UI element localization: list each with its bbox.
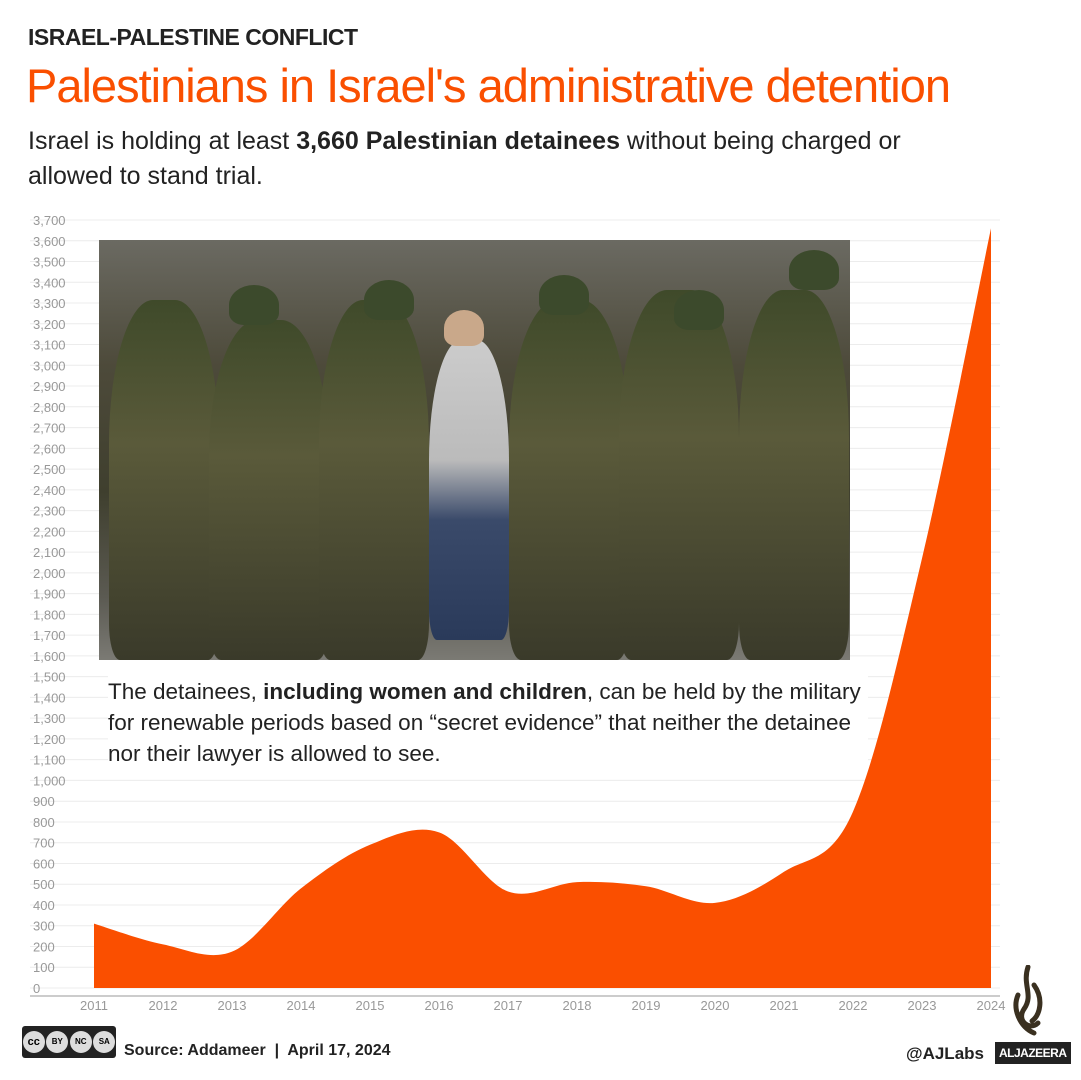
y-tick-label: 1,600 [33,649,66,664]
x-tick-label: 2018 [563,998,592,1013]
y-tick-label: 2,000 [33,566,66,581]
y-tick-label: 2,500 [33,462,66,477]
caption-text-end: , can be held by the military for renewa… [108,679,861,766]
subtitle-text-end: without being charged or allowed to stan… [28,127,901,190]
y-tick-label: 1,200 [33,732,66,747]
page-title: Palestinians in Israel's administrative … [26,59,951,112]
creative-commons-badge: cc BY NC SA [22,1026,116,1058]
x-tick-label: 2017 [494,998,523,1013]
cc-by-icon: BY [46,1031,69,1053]
y-tick-label: 3,200 [33,317,66,332]
y-tick-label: 100 [33,960,55,975]
x-tick-label: 2020 [701,998,730,1013]
y-tick-label: 2,800 [33,400,66,415]
y-tick-label: 1,000 [33,773,66,788]
x-tick-label: 2016 [425,998,454,1013]
y-tick-label: 1,400 [33,690,66,705]
y-tick-label: 600 [33,856,55,871]
y-tick-label: 3,400 [33,275,66,290]
caption-highlight: including women and children [263,679,587,704]
y-tick-label: 2,300 [33,504,66,519]
aljazeera-wordmark: ALJAZEERA [995,1042,1071,1064]
y-tick-label: 3,000 [33,358,66,373]
y-tick-label: 2,100 [33,545,66,560]
y-tick-label: 1,900 [33,587,66,602]
x-tick-label: 2021 [770,998,799,1013]
y-tick-label: 2,600 [33,441,66,456]
y-tick-label: 1,700 [33,628,66,643]
x-tick-label: 2015 [356,998,385,1013]
kicker: ISRAEL-PALESTINE CONFLICT [28,24,358,50]
cc-sa-icon: SA [93,1031,116,1053]
y-tick-label: 900 [33,794,55,809]
caption-text: The detainees, [108,679,264,704]
x-tick-label: 2014 [287,998,316,1013]
y-tick-label: 1,500 [33,670,66,685]
source-line: Source: Addameer | April 17, 2024 [124,1042,391,1059]
x-tick-label: 2011 [80,998,108,1013]
subtitle: Israel is holding at least 3,660 Palesti… [28,124,928,194]
y-tick-label: 2,400 [33,483,66,498]
x-tick-label: 2012 [149,998,178,1013]
caption: The detainees, including women and child… [108,676,868,769]
detainees-area [94,228,991,988]
y-tick-label: 0 [33,981,40,996]
y-tick-label: 3,300 [33,296,66,311]
y-tick-label: 2,700 [33,421,66,436]
cc-nc-icon: NC [69,1031,92,1053]
y-tick-label: 1,300 [33,711,66,726]
y-tick-label: 300 [33,919,55,934]
y-tick-label: 500 [33,877,55,892]
x-tick-label: 2022 [839,998,868,1013]
y-tick-label: 3,100 [33,338,66,353]
y-tick-label: 3,700 [33,213,66,228]
x-tick-label: 2019 [632,998,661,1013]
y-tick-label: 400 [33,898,55,913]
y-tick-label: 200 [33,939,55,954]
x-tick-label: 2024 [977,998,1006,1013]
x-tick-label: 2013 [218,998,247,1013]
y-tick-label: 2,900 [33,379,66,394]
aljazeera-logo-icon [1013,965,1043,1036]
y-tick-label: 700 [33,836,55,851]
subtitle-text: Israel is holding at least [28,127,297,155]
photo-soldiers-detaining-youth [99,240,850,660]
x-tick-label: 2023 [908,998,937,1013]
y-tick-label: 3,500 [33,255,66,270]
subtitle-highlight: 3,660 Palestinian detainees [296,127,620,155]
y-tick-label: 1,100 [33,753,66,768]
cc-icon: cc [22,1031,45,1053]
y-tick-label: 2,200 [33,524,66,539]
ajlabs-handle: @AJLabs [906,1044,984,1063]
y-tick-label: 3,600 [33,234,66,249]
y-tick-label: 1,800 [33,607,66,622]
y-tick-label: 800 [33,815,55,830]
